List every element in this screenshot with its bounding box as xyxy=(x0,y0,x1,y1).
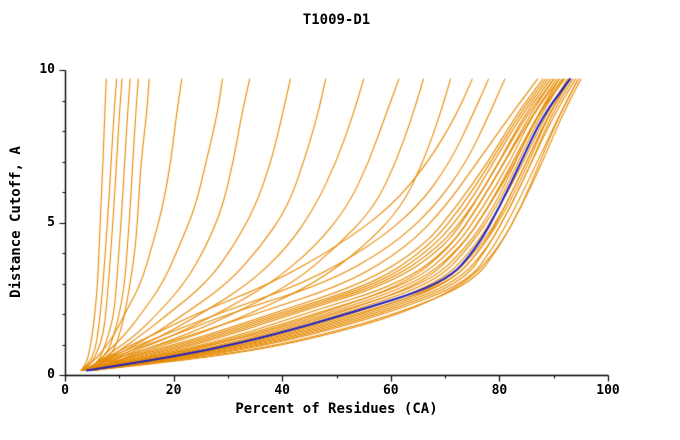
x-tick-label: 20 xyxy=(165,383,182,398)
x-tick-label: 80 xyxy=(491,383,508,398)
x-tick-label: 60 xyxy=(382,383,399,398)
chart-title: T1009-D1 xyxy=(302,12,371,28)
y-tick-label: 10 xyxy=(39,62,55,77)
x-axis-label: Percent of Residues (CA) xyxy=(235,401,438,417)
x-tick-label: 40 xyxy=(274,383,291,398)
x-tick-label: 0 xyxy=(61,383,69,398)
y-tick-label: 0 xyxy=(47,367,55,382)
y-tick-label: 5 xyxy=(47,214,55,230)
x-tick-label: 100 xyxy=(596,383,620,398)
